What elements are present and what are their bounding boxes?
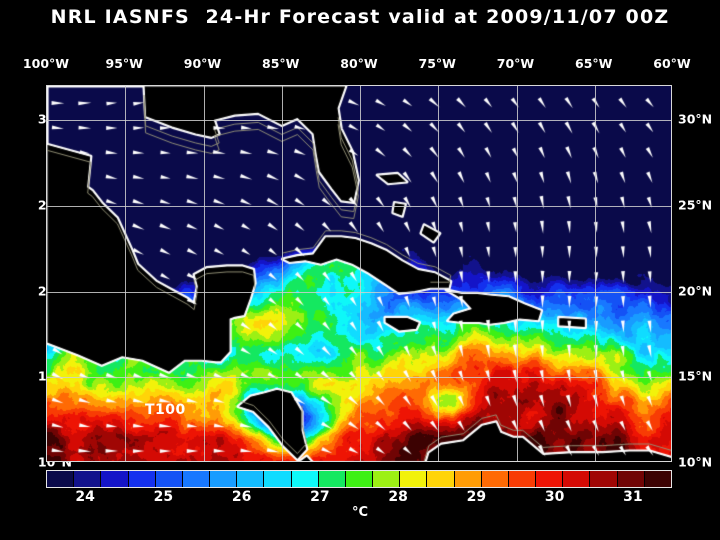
- colorbar-swatch-12: [373, 471, 401, 487]
- lon-tick-8: 60°W: [653, 56, 691, 71]
- colorbar-tick-2: 26: [231, 489, 252, 505]
- colorbar-swatch-11: [345, 471, 374, 487]
- sst-map[interactable]: [46, 85, 672, 462]
- gridline-horizontal: [47, 291, 671, 293]
- colorbar-swatch-22: [644, 471, 671, 487]
- colorbar-swatch-19: [563, 471, 591, 487]
- colorbar-swatch-0: [47, 471, 75, 487]
- colorbar-swatch-10: [318, 471, 346, 487]
- colorbar-swatch-20: [590, 471, 618, 487]
- colorbar-tick-5: 29: [466, 489, 487, 505]
- colorbar-swatch-9: [291, 471, 319, 487]
- colorbar-tick-7: 31: [623, 489, 643, 505]
- gridline-vertical: [516, 86, 518, 461]
- colorbar-swatch-2: [101, 471, 129, 487]
- colorbar-tick-0: 24: [75, 489, 95, 505]
- sst-field: [47, 86, 671, 461]
- colorbar-swatch-16: [481, 471, 509, 487]
- colorbar-swatch-8: [264, 471, 292, 487]
- gridline-vertical: [360, 86, 361, 461]
- colorbar-swatch-15: [454, 471, 482, 487]
- colorbar-swatch-13: [400, 471, 428, 487]
- lat-tick-3-right: 15°N: [678, 368, 713, 384]
- gridline-horizontal: [47, 205, 671, 207]
- lon-tick-4: 80°W: [340, 56, 378, 71]
- colorbar-tick-6: 30: [544, 489, 565, 505]
- colorbar-swatch-7: [237, 471, 265, 487]
- lon-tick-5: 75°W: [418, 56, 456, 71]
- colorbar-tick-4: 28: [388, 489, 408, 505]
- gridline-vertical: [594, 86, 596, 461]
- colorbar-swatch-6: [210, 471, 238, 487]
- gridline-horizontal: [47, 377, 671, 379]
- lon-tick-7: 65°W: [575, 56, 613, 71]
- colorbar-tick-1: 25: [153, 489, 174, 505]
- map-annotation-t100: T100: [145, 402, 186, 418]
- colorbar-swatch-3: [128, 471, 156, 487]
- gridline-vertical: [203, 86, 205, 461]
- page-title: NRL IASNFS 24-Hr Forecast valid at 2009/…: [50, 6, 670, 28]
- gridline-vertical: [438, 86, 440, 461]
- sst-raster: [47, 86, 671, 461]
- colorbar-unit-label: °C: [351, 505, 369, 520]
- colorbar-swatch-4: [155, 471, 183, 487]
- colorbar-swatch-14: [427, 471, 455, 487]
- colorbar-tick-3: 27: [310, 489, 330, 505]
- lon-tick-1: 95°W: [105, 56, 143, 71]
- lat-tick-1-right: 25°N: [678, 197, 713, 213]
- colorbar-swatch-1: [74, 471, 102, 487]
- gridline-vertical: [281, 86, 283, 461]
- lat-tick-4-right: 10°N: [678, 454, 713, 470]
- lat-tick-0-right: 30°N: [678, 111, 713, 127]
- gridline-horizontal: [47, 120, 671, 122]
- lon-tick-0: 100°W: [22, 56, 70, 71]
- lon-tick-3: 85°W: [262, 56, 300, 71]
- colorbar-swatch-5: [182, 471, 211, 487]
- colorbar-swatch-18: [536, 471, 564, 487]
- lon-tick-2: 90°W: [183, 56, 222, 71]
- colorbar-swatch-21: [617, 471, 645, 487]
- colorbar: [46, 470, 672, 488]
- lon-tick-6: 70°W: [496, 56, 535, 71]
- gridline-vertical: [125, 86, 127, 461]
- colorbar-swatch-17: [508, 471, 537, 487]
- lat-tick-2-right: 20°N: [678, 283, 713, 299]
